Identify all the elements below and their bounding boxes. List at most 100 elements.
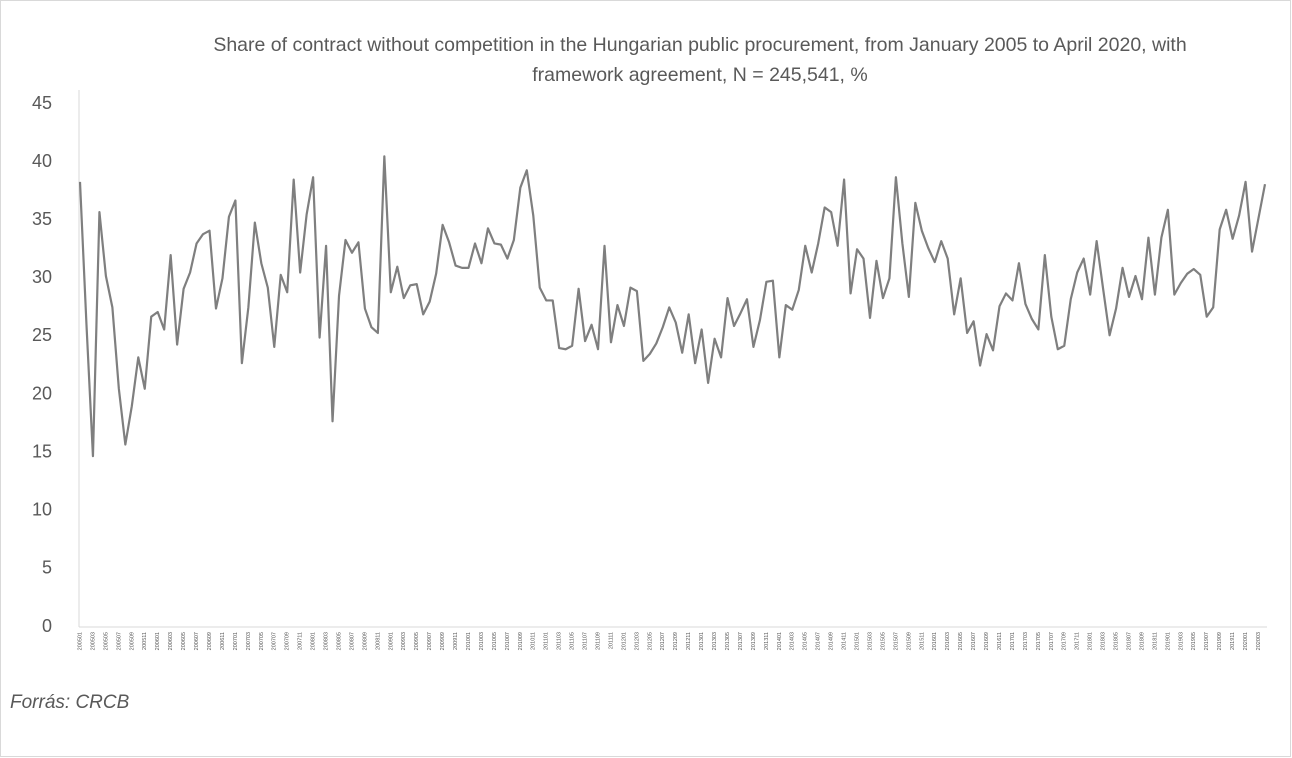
x-tick-label: 201209 <box>673 632 679 650</box>
x-tick-label: 201311 <box>764 632 770 650</box>
x-tick-label: 200911 <box>453 632 459 650</box>
x-tick-label: 200907 <box>427 632 433 650</box>
x-tick-label: 201009 <box>518 632 524 650</box>
x-tick-label: 200701 <box>233 632 239 650</box>
x-tick-label: 201305 <box>725 632 731 650</box>
y-tick-label: 20 <box>32 383 52 403</box>
x-tick-label: 201211 <box>686 632 692 650</box>
x-tick-label: 200507 <box>116 632 122 650</box>
x-tick-label: 201603 <box>945 632 951 650</box>
y-tick-label: 40 <box>32 151 52 171</box>
x-tick-label: 201705 <box>1036 632 1042 650</box>
x-tick-label: 201103 <box>557 632 563 650</box>
x-tick-label: 200711 <box>298 632 304 650</box>
x-tick-label: 200607 <box>194 632 200 650</box>
x-tick-label: 200903 <box>401 632 407 650</box>
x-tick-label: 201605 <box>958 632 964 650</box>
x-tick-label: 200909 <box>440 632 446 650</box>
x-tick-label: 201101 <box>544 632 550 650</box>
x-tick-label: 201505 <box>880 632 886 650</box>
x-tick-label: 202003 <box>1256 632 1262 650</box>
x-tick-label: 201901 <box>1165 632 1171 650</box>
x-tick-label: 201711 <box>1075 632 1081 650</box>
x-tick-label: 200703 <box>246 632 252 650</box>
x-tick-label: 200603 <box>168 632 174 650</box>
x-tick-label: 200709 <box>285 632 291 650</box>
y-tick-label: 45 <box>32 93 52 113</box>
x-tick-label: 201003 <box>479 632 485 650</box>
x-tick-label: 201001 <box>466 632 472 650</box>
x-tick-label: 201911 <box>1230 632 1236 650</box>
x-tick-label: 201809 <box>1139 632 1145 650</box>
x-tick-label: 201611 <box>997 632 1003 650</box>
x-tick-label: 200901 <box>388 632 394 650</box>
x-tick-label: 201409 <box>829 632 835 650</box>
x-tick-label: 201805 <box>1114 632 1120 650</box>
x-tick-label: 200501 <box>77 632 83 650</box>
x-tick-label: 201811 <box>1152 632 1158 650</box>
x-tick-label: 200811 <box>375 632 381 650</box>
x-tick-label: 202001 <box>1243 632 1249 650</box>
x-tick-label: 201801 <box>1088 632 1094 650</box>
x-tick-label: 201203 <box>634 632 640 650</box>
x-tick-label: 201107 <box>583 632 589 650</box>
x-tick-label: 201511 <box>919 632 925 650</box>
x-tick-label: 201701 <box>1010 632 1016 650</box>
y-tick-label: 10 <box>32 500 52 520</box>
x-tick-label: 201903 <box>1178 632 1184 650</box>
x-tick-label: 201005 <box>492 632 498 650</box>
x-tick-label: 201503 <box>867 632 873 650</box>
x-tick-label: 200805 <box>336 632 342 650</box>
source: Forrás: CRCB <box>10 692 130 713</box>
x-tick-label: 201403 <box>790 632 796 650</box>
x-tick-label: 201109 <box>595 632 601 650</box>
x-tick-label: 201309 <box>751 632 757 650</box>
x-tick-label: 201909 <box>1217 632 1223 650</box>
x-tick-label: 201105 <box>570 632 576 650</box>
x-tick-label: 201303 <box>712 632 718 650</box>
x-tick-label: 201205 <box>647 632 653 650</box>
x-tick-label: 200505 <box>103 632 109 650</box>
x-tick-label: 201405 <box>803 632 809 650</box>
x-tick-label: 201111 <box>608 632 614 649</box>
y-tick-label: 30 <box>32 267 52 287</box>
x-tick-label: 201509 <box>906 632 912 650</box>
x-tick-label: 201507 <box>893 632 899 650</box>
x-tick-label: 201501 <box>855 632 861 650</box>
x-tick-label: 200601 <box>155 632 161 650</box>
x-tick-label: 200609 <box>207 632 213 650</box>
x-tick-label: 200503 <box>90 632 96 650</box>
x-tick-label: 201907 <box>1204 632 1210 650</box>
x-tick-label: 201207 <box>660 632 666 650</box>
x-tick-label: 200509 <box>129 632 135 650</box>
x-tick-label: 200801 <box>311 632 317 650</box>
x-tick-label: 201709 <box>1062 632 1068 650</box>
x-tick-label: 200705 <box>259 632 265 650</box>
x-tick-label: 201011 <box>531 632 537 650</box>
x-tick-label: 200905 <box>414 632 420 650</box>
y-tick-label: 35 <box>32 209 52 229</box>
x-tick-label: 200707 <box>272 632 278 650</box>
x-tick-label: 201609 <box>984 632 990 650</box>
x-tick-label: 200807 <box>349 632 355 650</box>
y-tick-label: 0 <box>42 616 52 636</box>
y-tick-label: 25 <box>32 325 52 345</box>
x-tick-label: 201905 <box>1191 632 1197 650</box>
x-tick-label: 201411 <box>842 632 848 650</box>
x-tick-label: 201607 <box>971 632 977 650</box>
x-tick-label: 201807 <box>1126 632 1132 650</box>
x-tick-label: 201401 <box>777 632 783 650</box>
x-tick-label: 201407 <box>816 632 822 650</box>
line <box>78 155 1267 458</box>
y-tick-label: 5 <box>42 558 52 578</box>
x-tick-label: 201307 <box>738 632 744 650</box>
x-tick-label: 201301 <box>699 632 705 650</box>
x-tick-label: 201201 <box>621 632 627 650</box>
x-tick-label: 200511 <box>142 632 148 650</box>
x-tick-label: 201803 <box>1101 632 1107 650</box>
x-tick-label: 201707 <box>1049 632 1055 650</box>
x-tick-label: 201007 <box>505 632 511 650</box>
x-tick-label: 201601 <box>932 632 938 650</box>
x-tick-label: 200605 <box>181 632 187 650</box>
